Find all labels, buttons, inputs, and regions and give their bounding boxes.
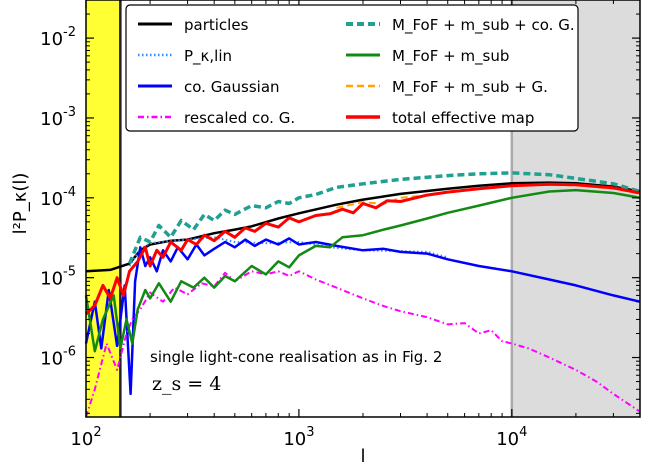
y-axis-label: l²P_κ(l): [10, 173, 31, 235]
series-line-3: [85, 270, 641, 418]
y-tick-label-1: 10-5: [40, 265, 76, 290]
y-tick-label-0: 10-6: [40, 345, 76, 370]
legend-label-2: co. Gaussian: [184, 78, 280, 96]
legend-label-0: particles: [184, 16, 249, 34]
x-tick-label-2: 104: [496, 425, 527, 450]
series-line-5: [84, 188, 641, 353]
legend-label-7: total effective map: [392, 109, 534, 127]
x-tick-label-1: 103: [283, 425, 314, 450]
plot-frame: [85, 0, 641, 418]
annotation-text: single light-cone realisation as in Fig.…: [150, 348, 442, 366]
legend-label-6: M_FoF + m_sub + G.: [392, 78, 548, 97]
legend-label-3: rescaled co. G.: [184, 109, 295, 127]
legend: particles P_κ,lin co. Gaussian rescaled co.…: [125, 4, 579, 132]
legend-label-4: M_FoF + m_sub + co. G.: [392, 16, 575, 35]
series-lines: [84, 171, 641, 418]
shaded-region-0: [86, 0, 121, 417]
y-tick-label-2: 10-4: [40, 185, 76, 210]
annotation-redshift: z_s = 4: [152, 373, 221, 395]
y-tick-label-3: 10-3: [40, 105, 76, 130]
y-tick-label-4: 10-2: [40, 25, 76, 50]
annotation: single light-cone realisation as in Fig.…: [150, 348, 442, 395]
series-line-4: [127, 171, 641, 265]
x-tick-label-0: 102: [70, 425, 101, 450]
legend-label-1: P_κ,lin: [184, 47, 232, 66]
legend-box: [125, 4, 579, 132]
axis-ticks: 102 103 104 10-6 10-5 10-4 10-3 10-2: [40, 0, 640, 450]
series-line-7: [84, 182, 641, 316]
legend-label-5: M_FoF + m_sub: [392, 47, 509, 66]
x-axis-label: l: [360, 446, 365, 467]
